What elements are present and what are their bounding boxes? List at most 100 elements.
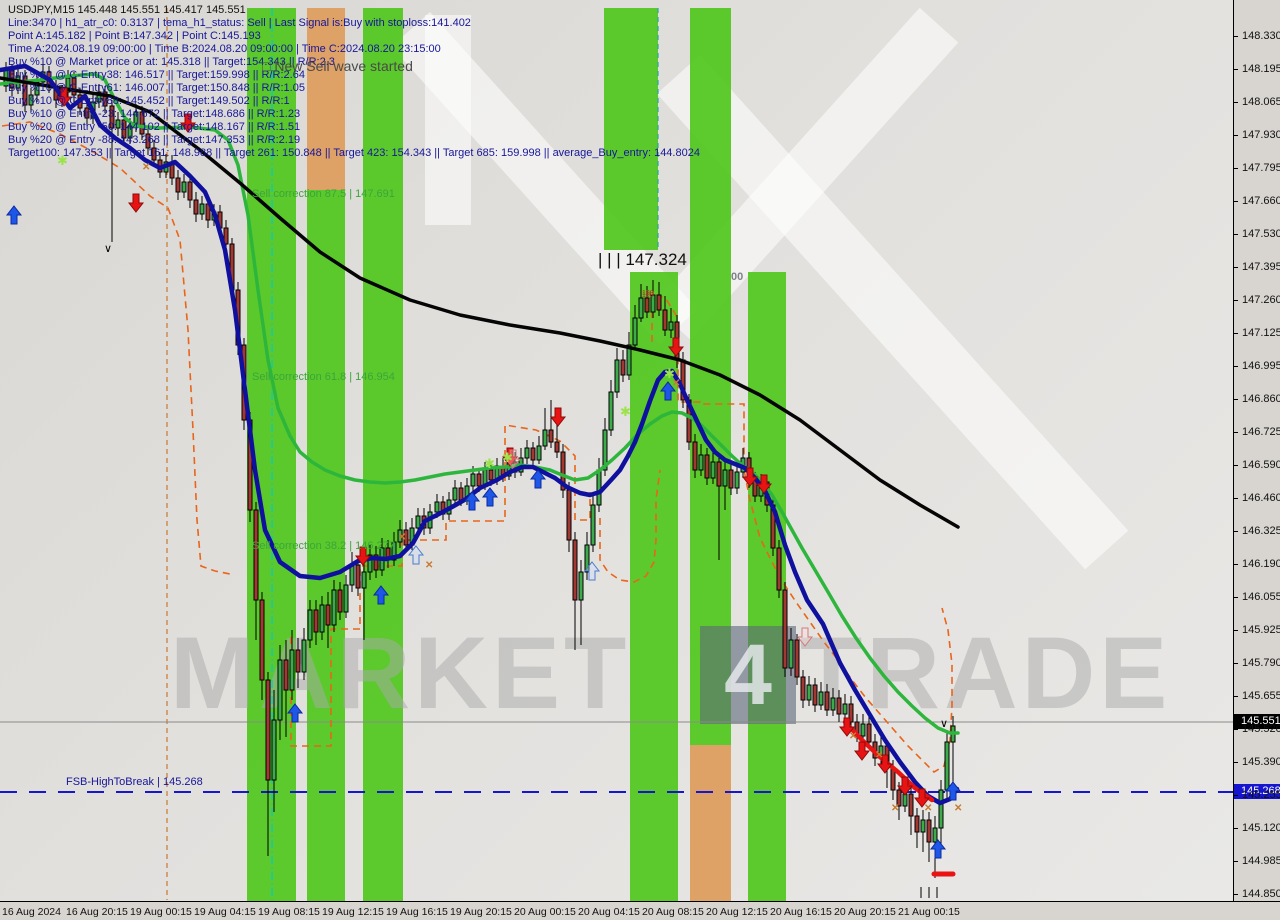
glyph-annotation: ∨: [940, 718, 948, 730]
price-axis-label: 144.985: [1242, 855, 1280, 867]
header-line-9: Buy %20 @ Entry -50: 144.102 || Target:1…: [8, 121, 301, 133]
price-axis-label: 146.590: [1242, 459, 1280, 471]
header-line-4: Buy %10 @ Market price or at: 145.318 ||…: [8, 56, 335, 68]
price-axis-label: 148.065: [1242, 96, 1280, 108]
header-line-11: Target100: 147.353 || Target 161: 148.98…: [8, 147, 700, 159]
sell-arrow-icon: [913, 788, 931, 808]
buy-arrow-icon: [529, 469, 547, 489]
header-line-8: Buy %10 @ Entry -23: 144.672 || Target:1…: [8, 108, 301, 120]
time-axis-label: 19 Aug 20:15: [450, 906, 512, 918]
price-axis[interactable]: 145.551 145.268 148.330 148.195 148.065 147…: [1234, 0, 1280, 901]
watermark-trade: TRADE: [800, 616, 1172, 730]
price-axis-label: 145.925: [1242, 624, 1280, 636]
price-axis-tick: [1234, 234, 1238, 235]
time-axis[interactable]: 16 Aug 2024 16 Aug 20:15 19 Aug 00:15 19 Au…: [0, 902, 1280, 920]
sell-arrow-icon: [876, 754, 894, 774]
header-line-1: Line:3470 | h1_atr_c0: 0.3137 | tema_h1_…: [8, 17, 471, 29]
green-ma-line: [0, 72, 960, 735]
header-line-0: USDJPY,M15 145.448 145.551 145.417 145.5…: [8, 4, 246, 16]
price-axis-label: 147.660: [1242, 195, 1280, 207]
price-axis-border: [1233, 0, 1234, 902]
price-axis-label: 147.530: [1242, 228, 1280, 240]
buy-zone-band: [604, 8, 658, 250]
time-axis-label: 20 Aug 04:15: [578, 906, 640, 918]
price-axis-tick: [1234, 597, 1238, 598]
x-marker-icon: ✕: [924, 803, 932, 814]
sell-arrow-icon: [667, 337, 685, 357]
price-axis-tick: [1234, 564, 1238, 565]
sell-arrow-icon: [179, 113, 197, 133]
sell-arrow-icon: [755, 474, 773, 494]
price-axis-tick: [1234, 399, 1238, 400]
price-axis-tick: [1234, 267, 1238, 268]
price-axis-label: 145.655: [1242, 690, 1280, 702]
glyph-annotation: ∨: [104, 243, 112, 255]
sell-wave-note: □ New Sell wave started: [262, 58, 413, 74]
watermark-4-square: 4: [700, 626, 796, 724]
price-axis-tick: [1234, 861, 1238, 862]
price-axis-tick: [1234, 36, 1238, 37]
buy-arrow-icon: [583, 561, 601, 581]
buy-zone-band: [630, 272, 678, 901]
time-axis-label: 20 Aug 16:15: [770, 906, 832, 918]
black-ma-line: [0, 76, 960, 529]
header-line-2: Point A:145.182 | Point B:147.342 | Poin…: [8, 30, 261, 42]
price-axis-tick: [1234, 729, 1238, 730]
buy-zone-band: [307, 190, 345, 901]
chart-canvas[interactable]: ✱✱ ✱✱✱✕✕✕✕✕✕✕ ✕ ✕∨∨100: [0, 0, 1233, 901]
fsb-level-label: FSB-HighToBreak | 145.268: [66, 776, 203, 788]
time-axis-label: 16 Aug 2024: [2, 906, 61, 918]
price-axis-label: 145.255: [1242, 789, 1280, 801]
price-axis-label: 146.995: [1242, 360, 1280, 372]
sell-arrow-icon: [354, 546, 372, 566]
time-axis-label: 20 Aug 20:15: [834, 906, 896, 918]
price-axis-tick: [1234, 465, 1238, 466]
sell-zone-band: [307, 8, 345, 190]
time-axis-label: 20 Aug 08:15: [642, 906, 704, 918]
price-axis-tick: [1234, 69, 1238, 70]
header-line-10: Buy %20 @ Entry -88: 143.268 || Target:1…: [8, 134, 301, 146]
x-marker-icon: ✕: [398, 532, 406, 543]
price-axis-tick: [1234, 102, 1238, 103]
buy-zone-band: [363, 8, 403, 901]
price-axis-tick: [1234, 531, 1238, 532]
price-axis-tick: [1234, 630, 1238, 631]
fib-label-38: Sell correction 38.2 | 146.277: [252, 540, 395, 552]
buy-arrow-icon: [407, 545, 425, 565]
price-axis-tick: [1234, 168, 1238, 169]
price-axis-tick: [1234, 828, 1238, 829]
price-axis-tick: [1234, 201, 1238, 202]
header-line-5: Buy %10 @ C-Entry38: 146.517 || Target:1…: [8, 69, 305, 81]
buy-arrow-icon: [481, 487, 499, 507]
price-axis-label: 147.395: [1242, 261, 1280, 273]
header-line-6: Buy %10 @ C-Entry61: 146.007 || Target:1…: [8, 82, 305, 94]
sell-arrow-icon: [853, 741, 871, 761]
sell-arrow-icon: [741, 467, 759, 487]
price-axis-tick: [1234, 894, 1238, 895]
chart-area[interactable]: MARKET 4 TRADE ✱ ✱ ✱ ✱ ✱ ✕ ✕ ✕ ✕ ✕ ✕ ✕ ✕ ✕ ∨ ∨ 100 USDJP…: [0, 0, 1233, 901]
time-axis-label: 16 Aug 20:15: [66, 906, 128, 918]
x-marker-icon: ✕: [954, 803, 962, 814]
time-axis-label: 20 Aug 12:15: [706, 906, 768, 918]
fib-label-61: Sell correction 61.8 | 146.954: [252, 371, 395, 383]
sell-arrow-icon: [55, 87, 73, 107]
price-axis-label: 146.055: [1242, 591, 1280, 603]
x-marker-icon: ✕: [849, 731, 857, 742]
price-axis-tick: [1234, 762, 1238, 763]
price-axis-label: 147.930: [1242, 129, 1280, 141]
star-marker-icon: ✱: [620, 404, 631, 419]
price-axis-tick: [1234, 696, 1238, 697]
x-marker-icon: ✕: [672, 378, 680, 389]
time-axis-label: 21 Aug 00:15: [898, 906, 960, 918]
buy-arrow-icon: [659, 381, 677, 401]
price-axis-tick: [1234, 432, 1238, 433]
sell-zone-band: [690, 745, 731, 901]
price-axis-label: 145.520: [1242, 723, 1280, 735]
price-axis-tick: [1234, 663, 1238, 664]
bid-price-marker: 145.551: [1234, 714, 1280, 729]
sell-arrow-icon: [504, 449, 522, 469]
fsb-price-marker: 145.268: [1234, 784, 1280, 799]
price-axis-label: 146.325: [1242, 525, 1280, 537]
zero-zero-label: 00: [731, 271, 744, 283]
fib-label-87: Sell correction 87.5 | 147.691: [252, 188, 395, 200]
